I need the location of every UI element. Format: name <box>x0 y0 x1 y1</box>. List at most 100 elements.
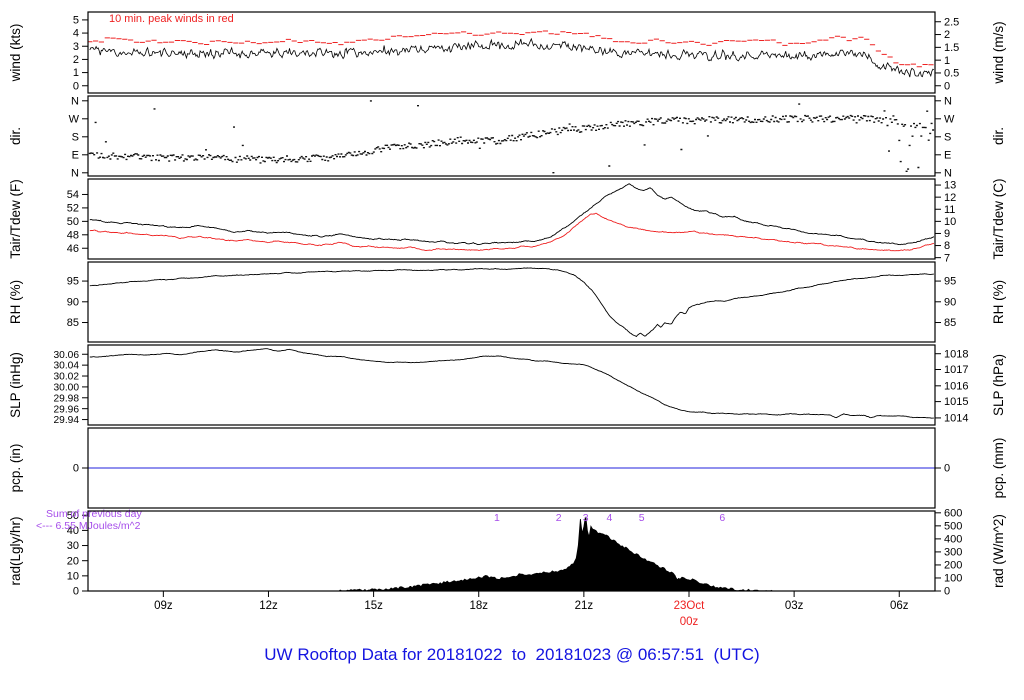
series-wind-direction <box>88 100 935 174</box>
svg-text:30: 30 <box>67 540 79 552</box>
svg-text:0: 0 <box>944 80 950 92</box>
panel-frame-pcp <box>87 427 936 509</box>
series-air-temperature <box>89 183 935 246</box>
svg-text:7: 7 <box>944 252 950 264</box>
axis-title-left-temp: Tair/Tdew (F) <box>8 179 23 259</box>
svg-text:W: W <box>69 113 80 125</box>
axis-title-right-rh: RH (%) <box>991 280 1006 324</box>
svg-text:N: N <box>944 95 952 107</box>
series-solar-radiation <box>335 516 777 591</box>
time-tick-03z: 03z <box>785 600 804 612</box>
svg-text:1016: 1016 <box>944 380 968 392</box>
svg-text:10: 10 <box>67 570 79 582</box>
axis-title-right-pcp: pcp. (mm) <box>991 438 1006 499</box>
svg-text:90: 90 <box>67 296 79 308</box>
svg-text:N: N <box>71 167 79 179</box>
svg-text:1015: 1015 <box>944 396 968 408</box>
svg-text:N: N <box>944 167 952 179</box>
time-axis: 09z 12z 15z 18z 21z 23Oct 00z 03z 06z <box>154 591 909 628</box>
svg-text:0: 0 <box>944 463 950 475</box>
svg-text:2: 2 <box>73 54 79 66</box>
axis-title-left-wind: wind (kts) <box>8 24 23 83</box>
svg-text:0: 0 <box>73 586 79 598</box>
time-tick-09z: 09z <box>154 600 173 612</box>
svg-text:200: 200 <box>944 560 962 572</box>
annotation-rad-5: 4 <box>607 512 613 524</box>
series-wind-average <box>89 37 935 78</box>
time-tick-23Oct: 23Oct <box>674 600 705 612</box>
panel-pcp: 0 0 pcp. (in) pcp. (mm) <box>8 427 1006 509</box>
svg-text:50: 50 <box>67 216 79 228</box>
series-relative-humidity <box>89 267 934 338</box>
svg-text:600: 600 <box>944 507 962 519</box>
svg-text:2.5: 2.5 <box>944 16 959 28</box>
axis-title-left-rad: rad(Lgly/hr) <box>8 516 23 585</box>
svg-text:W: W <box>944 113 955 125</box>
panel-frame-rh <box>87 261 936 343</box>
time-tick-00z: 00z <box>680 616 699 628</box>
svg-text:30.02: 30.02 <box>54 372 80 383</box>
time-tick-15z: 15z <box>364 600 383 612</box>
annotation-rad-2: 1 <box>494 512 500 524</box>
svg-text:20: 20 <box>67 555 79 567</box>
axis-title-right-dir: dir. <box>991 127 1006 145</box>
svg-text:E: E <box>944 149 951 161</box>
axis-title-right-rad: rad (W/m^2) <box>991 514 1006 588</box>
time-tick-21z: 21z <box>575 600 594 612</box>
svg-text:52: 52 <box>67 203 79 215</box>
svg-text:95: 95 <box>944 276 956 288</box>
svg-text:300: 300 <box>944 547 962 559</box>
panel-rad: 010203040500100200300400500600rad(Lgly/h… <box>8 507 1006 597</box>
axis-title-left-pcp: pcp. (in) <box>8 444 23 493</box>
svg-text:E: E <box>72 149 79 161</box>
svg-text:11: 11 <box>944 204 955 216</box>
annotation-rad-0: Sum of previous day <box>46 508 142 520</box>
axis-title-right-wind: wind (m/s) <box>991 21 1006 84</box>
svg-text:50: 50 <box>67 510 79 522</box>
panel-frame-slp <box>87 344 936 426</box>
svg-text:40: 40 <box>67 525 79 537</box>
svg-text:2: 2 <box>944 29 950 41</box>
axis-title-right-slp: SLP (hPa) <box>991 354 1006 416</box>
series-sea-level-pressure <box>89 348 934 419</box>
svg-text:3: 3 <box>73 41 79 53</box>
annotation-rad-6: 5 <box>639 512 645 524</box>
time-tick-18z: 18z <box>469 600 488 612</box>
annotation-rad-3: 2 <box>556 512 562 524</box>
panel-frame-rad <box>87 510 936 592</box>
axis-title-right-temp: Tair/Tdew (C) <box>991 178 1006 259</box>
panel-frame-temp <box>87 178 936 260</box>
svg-text:85: 85 <box>67 317 79 329</box>
svg-text:1014: 1014 <box>944 413 968 425</box>
svg-text:46: 46 <box>67 243 79 255</box>
svg-text:500: 500 <box>944 520 962 532</box>
svg-text:13: 13 <box>944 180 956 192</box>
svg-text:12: 12 <box>944 192 956 204</box>
svg-text:400: 400 <box>944 533 962 545</box>
svg-text:10: 10 <box>944 216 956 228</box>
time-tick-12z: 12z <box>259 600 278 612</box>
svg-text:85: 85 <box>944 317 956 329</box>
series-dew-point <box>89 212 935 252</box>
panel-frame-wind <box>87 11 936 94</box>
svg-text:29.98: 29.98 <box>54 393 80 404</box>
svg-text:29.96: 29.96 <box>54 404 80 415</box>
svg-text:90: 90 <box>944 296 956 308</box>
svg-text:5: 5 <box>73 15 79 27</box>
svg-text:S: S <box>72 131 79 143</box>
series-wind-10min-peak <box>88 30 934 68</box>
svg-text:95: 95 <box>67 276 79 288</box>
time-tick-06z: 06z <box>890 600 909 612</box>
panel-frame-dir <box>87 95 936 177</box>
svg-text:48: 48 <box>67 229 79 241</box>
axis-title-left-rh: RH (%) <box>8 280 23 324</box>
svg-text:54: 54 <box>67 189 79 201</box>
annotation-rad-7: 6 <box>719 512 725 524</box>
svg-text:1: 1 <box>73 67 79 79</box>
svg-text:9: 9 <box>944 228 950 240</box>
